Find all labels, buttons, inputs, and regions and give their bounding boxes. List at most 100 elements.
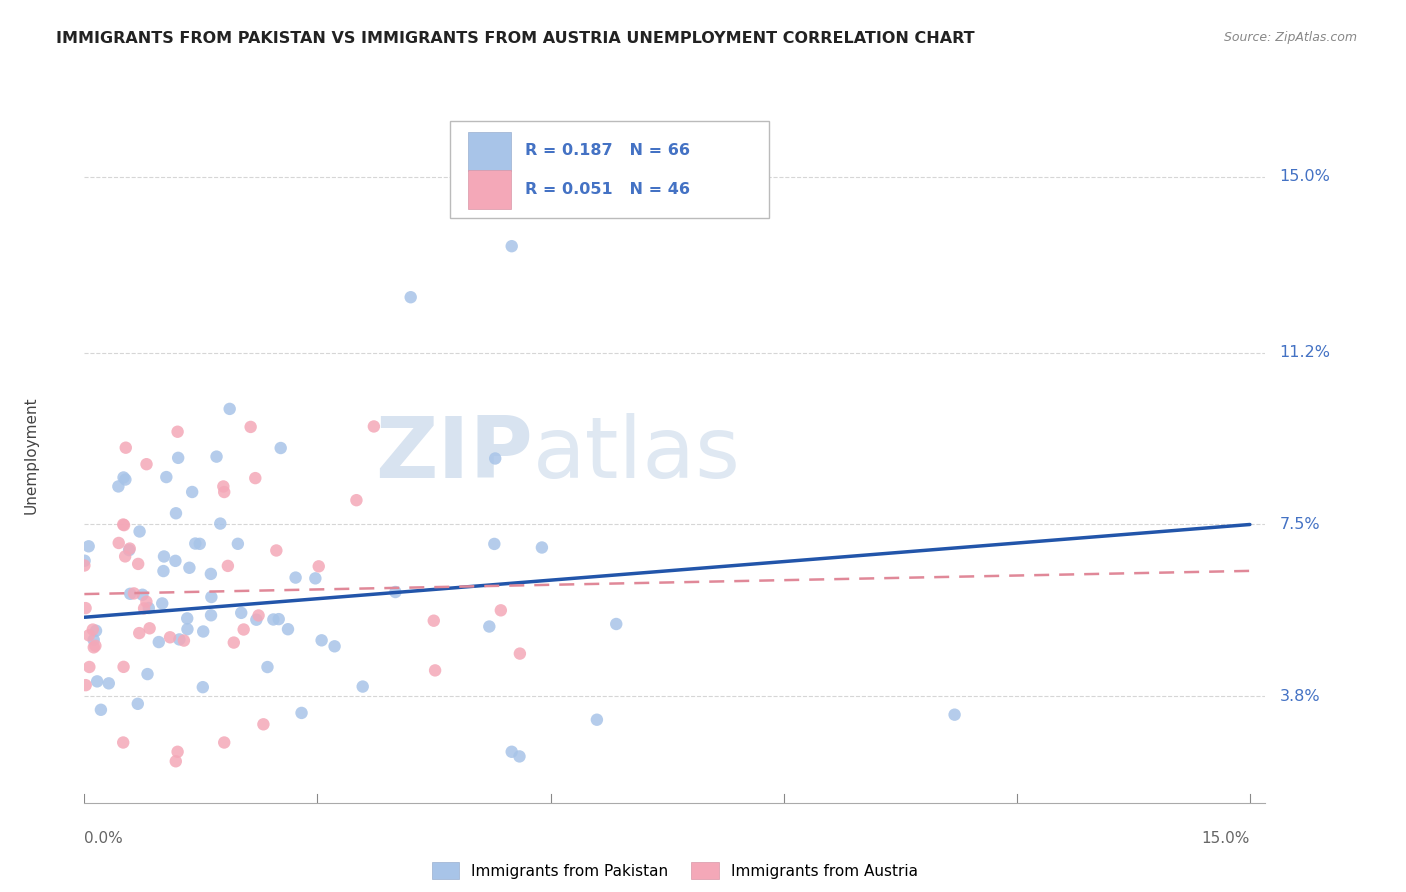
Point bbox=[346, 493, 368, 508]
Point bbox=[188, 537, 211, 551]
Point bbox=[167, 450, 190, 465]
Point bbox=[222, 635, 245, 649]
Point bbox=[159, 630, 181, 644]
Point bbox=[135, 595, 157, 609]
Point bbox=[114, 473, 136, 487]
Text: R = 0.051   N = 46: R = 0.051 N = 46 bbox=[524, 182, 690, 196]
Point bbox=[181, 485, 204, 500]
Point bbox=[530, 541, 553, 555]
Point bbox=[148, 635, 170, 649]
Point bbox=[166, 425, 188, 439]
FancyBboxPatch shape bbox=[468, 132, 510, 171]
Point bbox=[191, 680, 214, 694]
Point bbox=[484, 537, 506, 551]
Point bbox=[165, 754, 187, 768]
Point bbox=[323, 640, 346, 654]
Point bbox=[256, 660, 278, 674]
Point bbox=[75, 601, 97, 615]
Text: atlas: atlas bbox=[533, 413, 741, 497]
Point bbox=[423, 614, 446, 628]
Text: 3.8%: 3.8% bbox=[1279, 689, 1320, 704]
Point bbox=[212, 485, 235, 500]
Point bbox=[107, 536, 129, 550]
Point bbox=[209, 516, 232, 531]
Point bbox=[176, 622, 198, 636]
Point bbox=[311, 633, 333, 648]
Point bbox=[193, 624, 215, 639]
Point bbox=[73, 554, 96, 568]
Point bbox=[605, 617, 627, 632]
Point bbox=[586, 713, 609, 727]
Point bbox=[384, 585, 406, 599]
Point bbox=[155, 470, 177, 484]
Point bbox=[217, 558, 239, 573]
Point bbox=[247, 608, 270, 623]
Point bbox=[165, 506, 187, 520]
Point bbox=[77, 628, 100, 642]
Point bbox=[352, 680, 374, 694]
Point bbox=[423, 664, 446, 678]
Point bbox=[152, 564, 174, 578]
Point bbox=[153, 549, 176, 564]
Point bbox=[165, 554, 187, 568]
Point bbox=[218, 401, 240, 416]
Point bbox=[277, 622, 299, 636]
Text: 15.0%: 15.0% bbox=[1279, 169, 1330, 184]
Point bbox=[79, 660, 101, 674]
Point bbox=[112, 517, 135, 532]
Point bbox=[509, 647, 531, 661]
Point bbox=[176, 611, 198, 625]
Point bbox=[84, 639, 107, 653]
Point bbox=[501, 239, 523, 253]
Point bbox=[120, 587, 142, 601]
Point bbox=[304, 571, 326, 585]
Point bbox=[127, 557, 149, 571]
Point bbox=[136, 667, 159, 681]
Point bbox=[212, 735, 235, 749]
Text: IMMIGRANTS FROM PAKISTAN VS IMMIGRANTS FROM AUSTRIA UNEMPLOYMENT CORRELATION CHA: IMMIGRANTS FROM PAKISTAN VS IMMIGRANTS F… bbox=[56, 31, 974, 46]
Point bbox=[245, 471, 267, 485]
Point bbox=[138, 621, 160, 635]
Point bbox=[262, 612, 284, 626]
Point bbox=[239, 420, 262, 434]
Text: ZIP: ZIP bbox=[375, 413, 533, 497]
Point bbox=[245, 613, 267, 627]
Point bbox=[200, 566, 222, 581]
Point bbox=[127, 697, 149, 711]
Point bbox=[166, 745, 188, 759]
Point bbox=[308, 559, 330, 574]
Point bbox=[478, 619, 501, 633]
Point bbox=[212, 479, 235, 493]
FancyBboxPatch shape bbox=[468, 170, 510, 210]
Point bbox=[179, 561, 201, 575]
Point bbox=[77, 539, 100, 553]
Text: Source: ZipAtlas.com: Source: ZipAtlas.com bbox=[1223, 31, 1357, 45]
Point bbox=[75, 678, 97, 692]
Point bbox=[252, 717, 274, 731]
Point bbox=[138, 601, 160, 615]
FancyBboxPatch shape bbox=[450, 121, 769, 219]
Point bbox=[131, 588, 153, 602]
Point bbox=[114, 441, 136, 455]
Text: 11.2%: 11.2% bbox=[1279, 345, 1330, 360]
Point bbox=[112, 660, 135, 674]
Point bbox=[118, 543, 141, 558]
Point bbox=[73, 558, 96, 573]
Point bbox=[128, 626, 150, 640]
Point bbox=[118, 541, 141, 556]
Point bbox=[943, 707, 966, 722]
Point bbox=[200, 590, 222, 604]
Point bbox=[112, 470, 135, 484]
Point bbox=[132, 601, 155, 615]
Point bbox=[489, 603, 512, 617]
Point bbox=[290, 706, 312, 720]
Point bbox=[399, 290, 422, 304]
Point bbox=[205, 450, 228, 464]
Text: R = 0.187   N = 66: R = 0.187 N = 66 bbox=[524, 144, 690, 159]
Point bbox=[82, 623, 104, 637]
Point bbox=[135, 457, 157, 471]
Point bbox=[363, 419, 385, 434]
Point bbox=[508, 749, 530, 764]
Point bbox=[86, 674, 108, 689]
Point bbox=[128, 524, 150, 539]
